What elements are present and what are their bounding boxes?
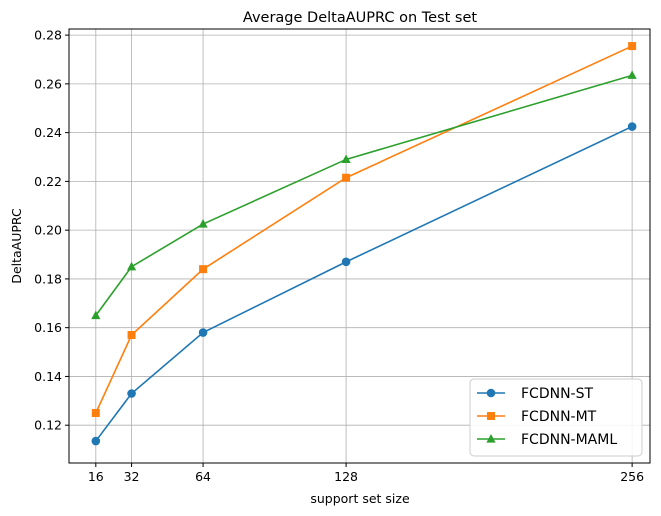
series-fcdnn-maml xyxy=(91,70,637,320)
grid-lines xyxy=(69,29,650,463)
data-point xyxy=(126,261,137,271)
axis-ticks: 16 32 64 128 256 0.12 0.14 0.16 0.18 0.20 0.22 0.24… xyxy=(34,28,644,484)
legend-label: FCDNN-MAML xyxy=(521,432,617,448)
data-point xyxy=(91,436,101,446)
legend-box xyxy=(469,378,643,457)
data-point xyxy=(127,330,136,339)
y-axis-label: DeltaAUPRC xyxy=(9,208,24,284)
x-tick-label: 64 xyxy=(195,469,211,484)
data-point xyxy=(342,173,351,182)
x-axis-label: support set size xyxy=(310,491,410,506)
y-tick-label: 0.20 xyxy=(34,223,62,238)
x-tick-label: 128 xyxy=(334,469,358,484)
data-point xyxy=(198,328,208,337)
legend-entry: FCDNN-ST xyxy=(477,386,593,402)
y-tick-label: 0.22 xyxy=(34,174,62,189)
data-point xyxy=(341,154,351,164)
y-tick-label: 0.24 xyxy=(34,125,62,140)
legend-label: FCDNN-MT xyxy=(521,409,597,425)
data-point xyxy=(628,42,637,51)
y-tick-label: 0.26 xyxy=(34,76,62,91)
legend-entry: FCDNN-MT xyxy=(477,409,597,425)
legend-entry: FCDNN-MAML xyxy=(477,432,617,448)
x-tick-label: 256 xyxy=(620,469,644,484)
legend: FCDNN-ST FCDNN-MT FCDNN-MAML xyxy=(469,378,643,457)
x-tick-label: 16 xyxy=(88,469,104,484)
y-tick-label: 0.16 xyxy=(34,320,62,335)
series-layer xyxy=(91,42,637,446)
data-point xyxy=(627,70,637,79)
chart-title: Average DeltaAUPRC on Test set xyxy=(243,10,478,26)
x-tick-label: 32 xyxy=(124,469,140,484)
y-tick-label: 0.28 xyxy=(34,28,62,43)
series-fcdnn-mt xyxy=(91,42,637,418)
plot-area-frame xyxy=(68,28,651,464)
y-tick-label: 0.14 xyxy=(34,369,62,384)
data-point xyxy=(91,409,100,418)
data-point xyxy=(198,219,208,228)
legend-marker xyxy=(486,388,496,398)
series-fcdnn-st xyxy=(91,122,637,446)
y-tick-label: 0.12 xyxy=(34,418,62,433)
data-point xyxy=(127,389,136,398)
legend-label: FCDNN-ST xyxy=(521,386,593,402)
legend-marker xyxy=(487,412,495,420)
legend-marker xyxy=(486,434,496,443)
data-point xyxy=(91,310,101,320)
y-tick-label: 0.18 xyxy=(34,271,62,286)
data-point xyxy=(341,257,351,267)
data-point xyxy=(627,122,637,131)
data-point xyxy=(199,265,208,274)
